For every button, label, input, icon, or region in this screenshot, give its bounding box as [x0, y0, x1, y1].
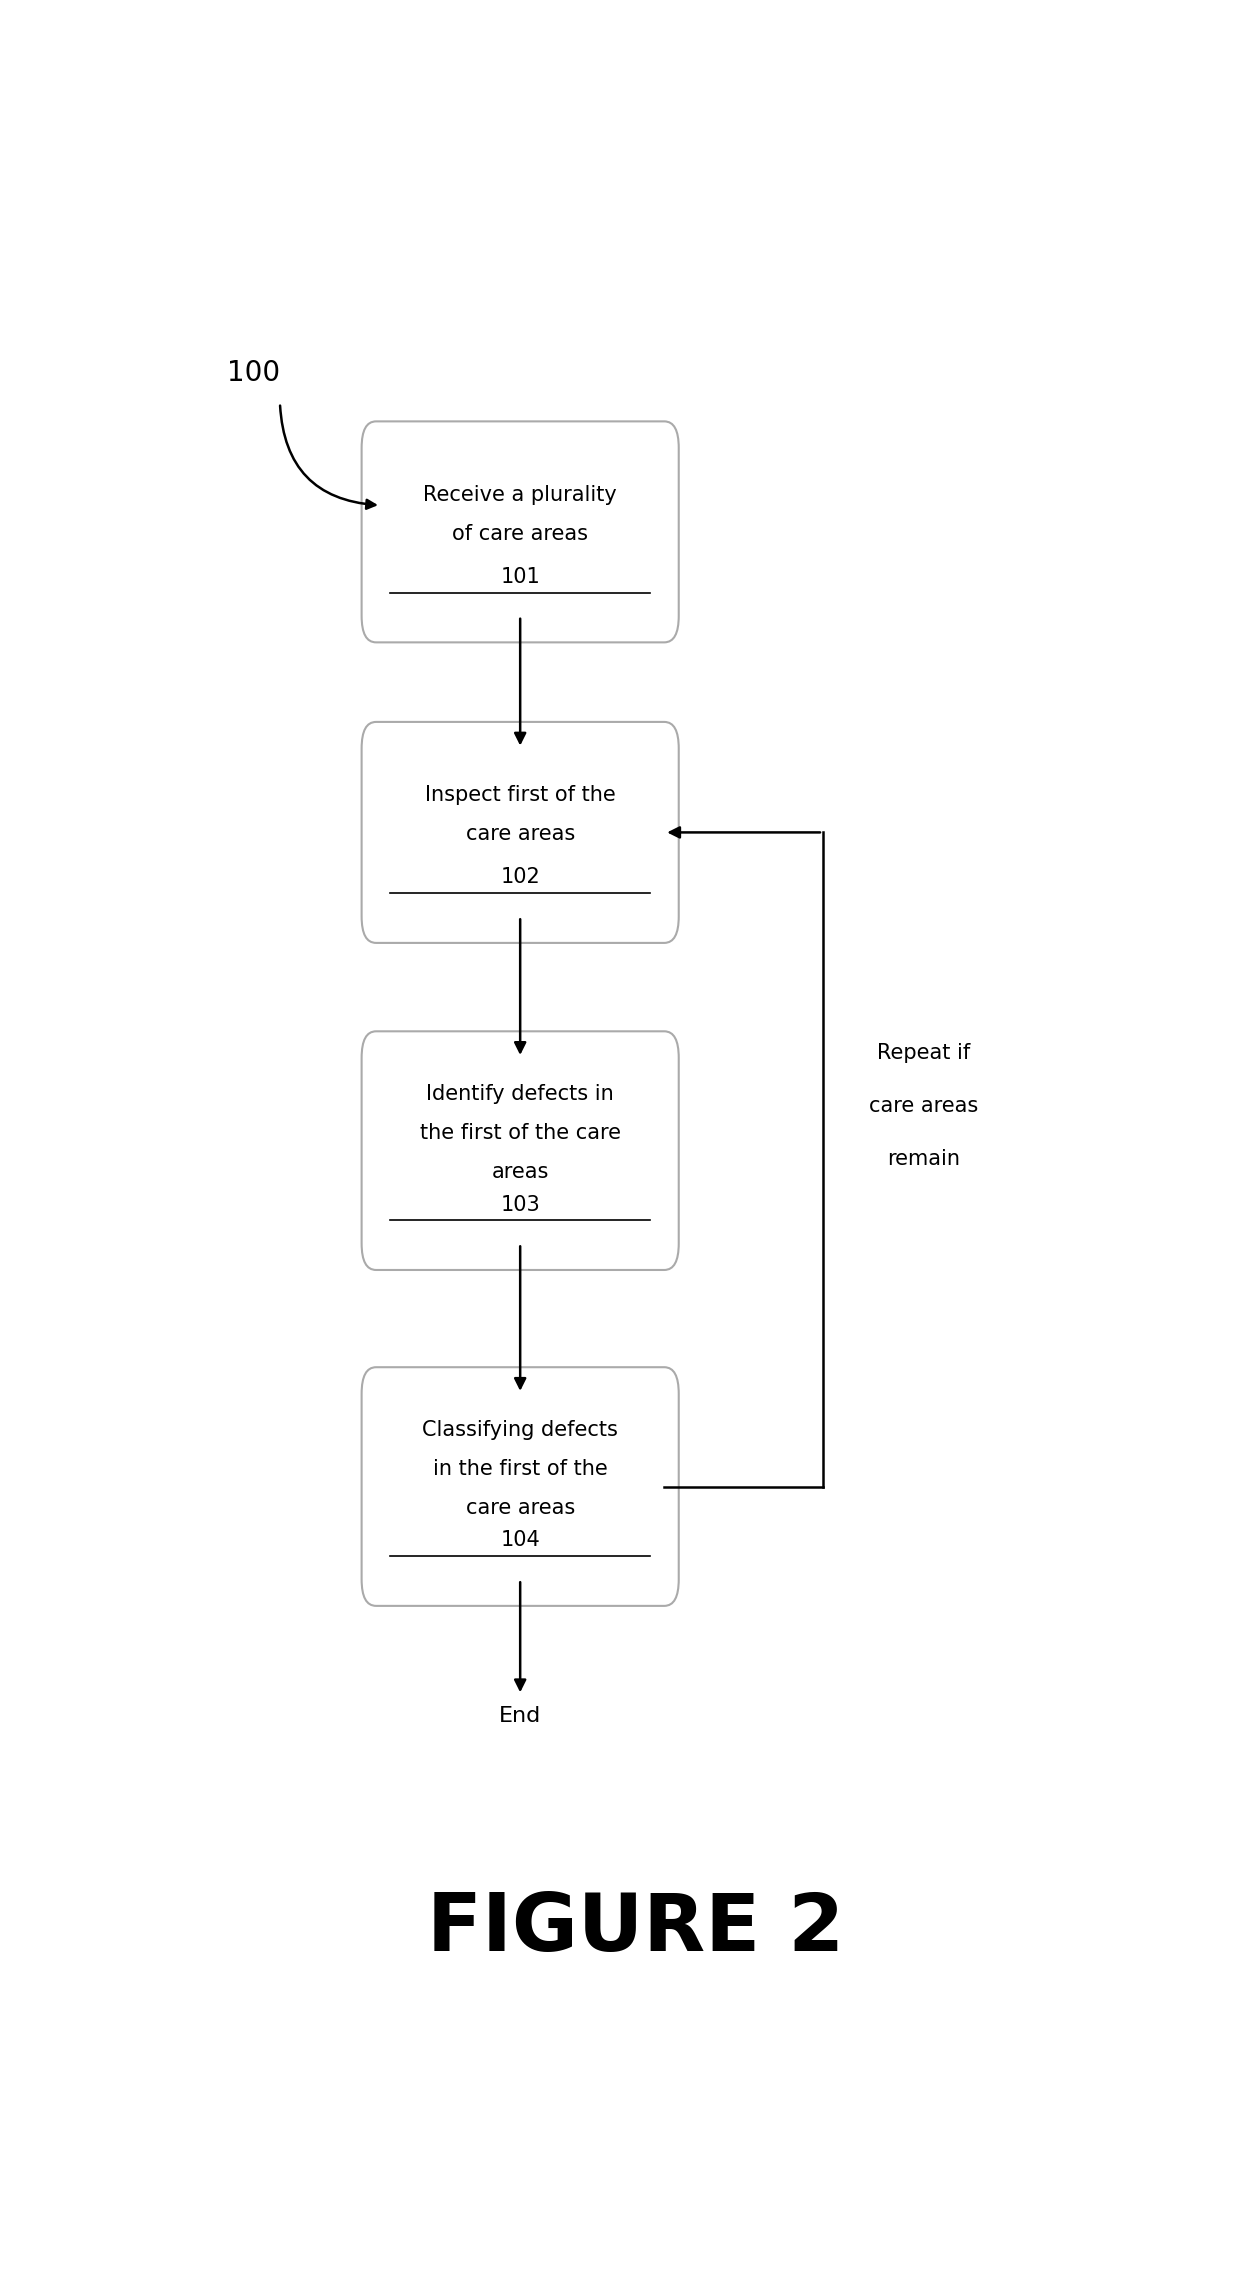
FancyBboxPatch shape — [362, 422, 678, 643]
Text: in the first of the: in the first of the — [433, 1458, 608, 1479]
Text: 104: 104 — [500, 1531, 541, 1550]
Text: Classifying defects: Classifying defects — [423, 1419, 618, 1440]
FancyArrowPatch shape — [280, 406, 376, 510]
Text: FIGURE 2: FIGURE 2 — [427, 1890, 844, 1968]
FancyBboxPatch shape — [362, 1366, 678, 1605]
Text: Identify defects in: Identify defects in — [427, 1084, 614, 1104]
Text: of care areas: of care areas — [453, 523, 588, 544]
Text: Inspect first of the: Inspect first of the — [425, 785, 615, 806]
Text: 103: 103 — [500, 1194, 541, 1215]
FancyBboxPatch shape — [362, 721, 678, 944]
Text: End: End — [498, 1706, 542, 1727]
Text: areas: areas — [491, 1162, 549, 1182]
Text: 101: 101 — [500, 567, 541, 588]
Text: the first of the care: the first of the care — [419, 1123, 621, 1143]
Text: care areas: care areas — [465, 824, 575, 845]
Text: remain: remain — [888, 1150, 960, 1169]
Text: care areas: care areas — [869, 1097, 978, 1116]
Text: 100: 100 — [227, 358, 280, 386]
Text: 102: 102 — [500, 868, 541, 889]
Text: Repeat if: Repeat if — [877, 1042, 971, 1063]
FancyBboxPatch shape — [362, 1031, 678, 1270]
Text: Receive a plurality: Receive a plurality — [423, 484, 618, 505]
Text: care areas: care areas — [465, 1497, 575, 1518]
